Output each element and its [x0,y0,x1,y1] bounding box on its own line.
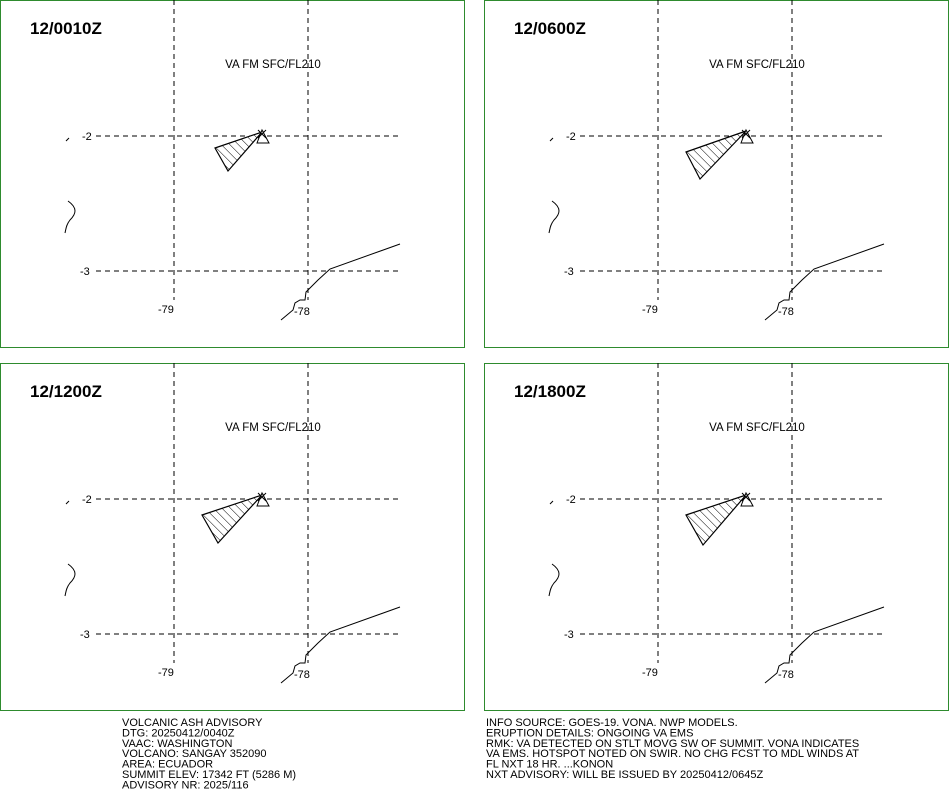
coastline [764,243,885,321]
advisory-line: ERUPTION DETAILS: ONGOING VA EMS [486,727,693,739]
panel-border [484,363,949,711]
advisory-line: ADVISORY NR: 2025/116 [122,779,249,791]
panel-border [0,0,465,348]
coastline [64,500,76,597]
panel-border [484,0,949,348]
longitude-label: -79 [158,304,174,316]
valid-time: 12/0010Z [30,19,102,38]
longitude-label: -79 [642,304,658,316]
valid-time: 12/1800Z [514,382,586,401]
longitude-label: -78 [778,306,794,318]
advisory-line: VAAC: WASHINGTON [122,738,232,750]
advisory-line: RMK: VA DETECTED ON STLT MOVG SW OF SUMM… [486,738,859,750]
advisory-line: NXT ADVISORY: WILL BE ISSUED BY 20250412… [486,769,763,781]
latitude-label: -3 [564,629,574,641]
advisory-line: SUMMIT ELEV: 17342 FT (5286 M) [122,769,296,781]
coastline [548,500,560,597]
latitude-label: -3 [80,629,90,641]
forecast-panel: 12/0600Z VA FM SFC/FL210 -2 -3 -79 -78 [484,0,949,348]
coastline [280,243,401,321]
longitude-label: -78 [294,669,310,681]
advisory-line: AREA: ECUADOR [122,759,213,771]
coastline [548,137,560,234]
volcano-marker [741,492,751,502]
level-label: VA FM SFC/FL210 [225,422,321,434]
latitude-label: -2 [82,131,92,143]
ash-cloud [685,493,748,547]
coastline [280,606,401,684]
valid-time: 12/0600Z [514,19,586,38]
volcano-marker [741,129,751,139]
longitude-label: -78 [778,669,794,681]
volcano-marker [257,492,267,502]
panel-border [0,363,465,711]
latitude-label: -3 [564,266,574,278]
advisory-line: VOLCANO: SANGAY 352090 [122,748,267,760]
longitude-label: -78 [294,306,310,318]
longitude-label: -79 [642,667,658,679]
forecast-panel: 12/1800Z VA FM SFC/FL210 -2 -3 -79 -78 [484,363,949,711]
longitude-label: -79 [158,667,174,679]
coastline [764,606,885,684]
latitude-label: -2 [566,494,576,506]
level-label: VA FM SFC/FL210 [709,422,805,434]
valid-time: 12/1200Z [30,382,102,401]
level-label: VA FM SFC/FL210 [709,59,805,71]
latitude-label: -2 [566,131,576,143]
coastline [64,137,76,234]
advisory-line: DTG: 20250412/0040Z [122,727,235,739]
advisory-line: FL NXT 18 HR. ...KONON [486,759,613,771]
ash-cloud [214,130,264,173]
advisory-line: VA EMS. HOTSPOT NOTED ON SWIR. NO CHG FC… [486,748,859,760]
level-label: VA FM SFC/FL210 [225,59,321,71]
advisory-line: INFO SOURCE: GOES-19. VONA. NWP MODELS. [486,717,738,729]
forecast-panel: 12/0010Z VA FM SFC/FL210 -2 -3 -79 -78 [0,0,465,348]
forecast-panel: 12/1200Z VA FM SFC/FL210 -2 -3 -79 -78 [0,363,465,711]
ash-cloud [685,130,747,181]
latitude-label: -2 [82,494,92,506]
latitude-label: -3 [80,266,90,278]
volcano-marker [257,129,267,139]
ash-cloud [201,493,265,545]
advisory-line: VOLCANIC ASH ADVISORY [122,717,263,729]
